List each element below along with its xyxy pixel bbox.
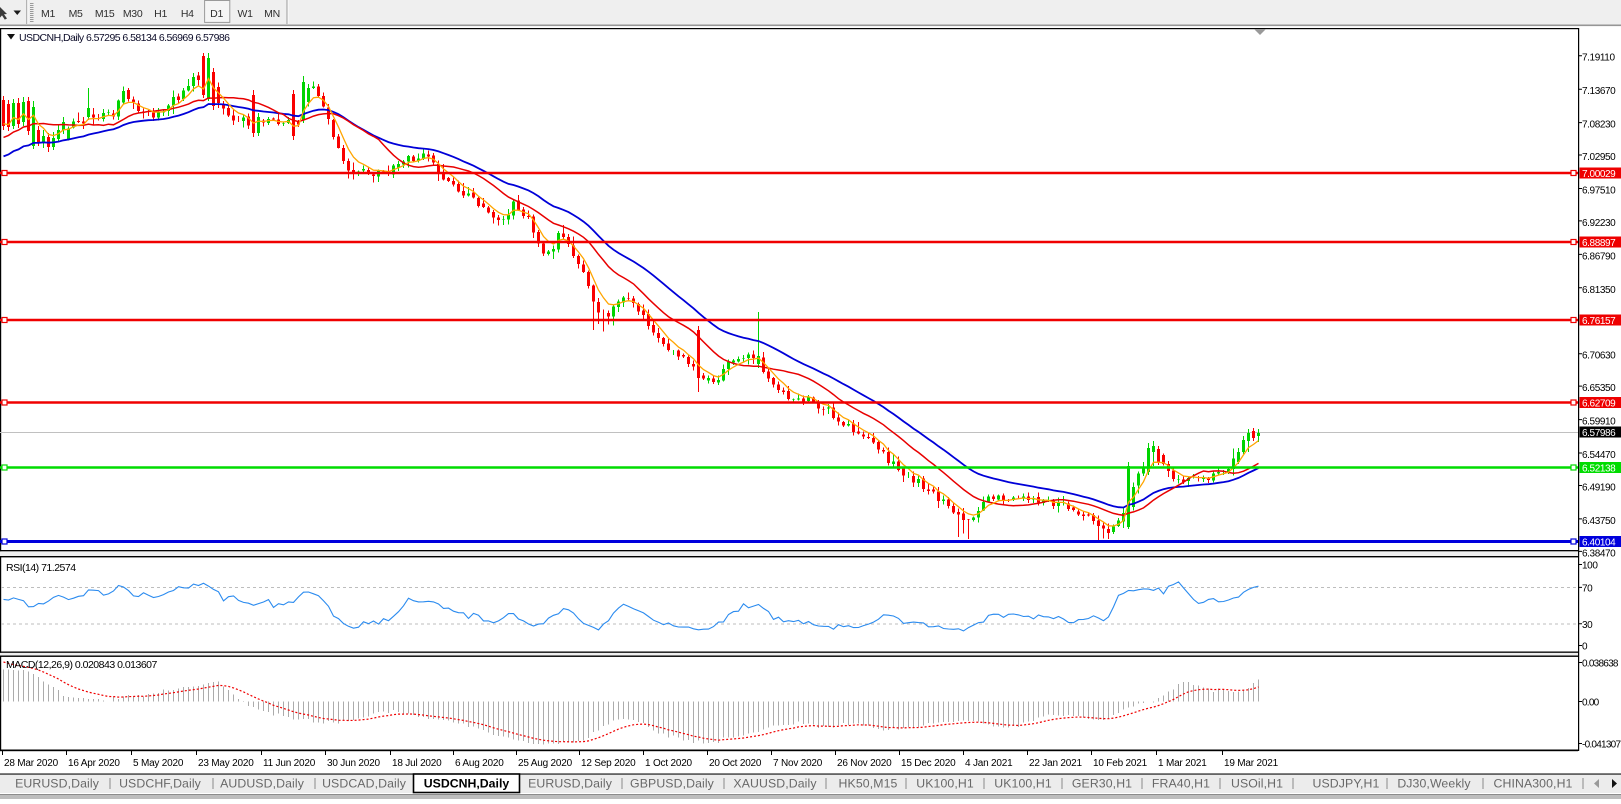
- svg-text:26 Nov 2020: 26 Nov 2020: [837, 758, 892, 769]
- svg-text:AUDUSD,Daily: AUDUSD,Daily: [220, 777, 305, 791]
- svg-text:USDCNH,Daily 6.57295 6.58134: USDCNH,Daily 6.57295 6.58134 6.56969 6.5…: [19, 32, 230, 44]
- svg-text:6.70630: 6.70630: [1582, 351, 1616, 362]
- svg-text:H1: H1: [154, 8, 167, 20]
- svg-text:0.00: 0.00: [1582, 698, 1600, 709]
- svg-text:4 Jan 2021: 4 Jan 2021: [965, 758, 1013, 769]
- svg-text:0.038638: 0.038638: [1582, 659, 1619, 670]
- svg-text:19 Mar 2021: 19 Mar 2021: [1224, 758, 1279, 769]
- svg-text:7.19110: 7.19110: [1582, 53, 1615, 64]
- svg-text:7.00029: 7.00029: [1582, 169, 1616, 180]
- svg-text:HK50,M15: HK50,M15: [839, 777, 898, 791]
- svg-text:FRA40,H1: FRA40,H1: [1152, 777, 1210, 791]
- svg-text:1 Oct 2020: 1 Oct 2020: [645, 758, 693, 769]
- svg-text:11 Jun 2020: 11 Jun 2020: [263, 758, 316, 769]
- svg-text:MACD(12,26,9) 0.020843 0.01360: MACD(12,26,9) 0.020843 0.013607: [6, 659, 158, 671]
- svg-text:6.88897: 6.88897: [1582, 238, 1616, 249]
- svg-text:7.08230: 7.08230: [1582, 120, 1616, 131]
- svg-text:UK100,H1: UK100,H1: [994, 777, 1052, 791]
- svg-text:70: 70: [1582, 584, 1593, 595]
- svg-text:6.59910: 6.59910: [1582, 417, 1616, 428]
- svg-text:MN: MN: [264, 8, 280, 20]
- svg-text:W1: W1: [238, 8, 254, 20]
- svg-text:DJ30,Weekly: DJ30,Weekly: [1397, 777, 1471, 791]
- svg-text:USDJPY,H1: USDJPY,H1: [1313, 777, 1380, 791]
- svg-text:GER30,H1: GER30,H1: [1072, 777, 1132, 791]
- svg-text:GBPUSD,Daily: GBPUSD,Daily: [630, 777, 715, 791]
- svg-text:22 Jan 2021: 22 Jan 2021: [1029, 758, 1082, 769]
- svg-text:6.86790: 6.86790: [1582, 251, 1616, 262]
- svg-text:USDCHF,Daily: USDCHF,Daily: [119, 777, 202, 791]
- svg-text:25 Aug 2020: 25 Aug 2020: [518, 758, 573, 769]
- svg-text:28 Mar 2020: 28 Mar 2020: [4, 758, 59, 769]
- svg-text:16 Apr 2020: 16 Apr 2020: [68, 758, 120, 769]
- svg-text:-0.041307: -0.041307: [1582, 740, 1621, 751]
- svg-text:15 Dec 2020: 15 Dec 2020: [901, 758, 956, 769]
- svg-text:5 May 2020: 5 May 2020: [133, 758, 184, 769]
- svg-text:18 Jul 2020: 18 Jul 2020: [392, 758, 442, 769]
- svg-text:6.40104: 6.40104: [1582, 538, 1616, 549]
- svg-text:7.13670: 7.13670: [1582, 86, 1616, 97]
- svg-text:M5: M5: [69, 8, 83, 20]
- svg-text:6.65350: 6.65350: [1582, 383, 1616, 394]
- svg-text:XAUUSD,Daily: XAUUSD,Daily: [733, 777, 817, 791]
- svg-text:20 Oct 2020: 20 Oct 2020: [709, 758, 762, 769]
- svg-text:23 May 2020: 23 May 2020: [198, 758, 254, 769]
- svg-text:30: 30: [1582, 620, 1593, 631]
- svg-text:0: 0: [1582, 642, 1588, 653]
- svg-text:6.49190: 6.49190: [1582, 483, 1616, 494]
- svg-text:6.81350: 6.81350: [1582, 285, 1616, 296]
- svg-text:100: 100: [1582, 561, 1598, 572]
- svg-text:M1: M1: [41, 8, 55, 20]
- svg-text:12 Sep 2020: 12 Sep 2020: [581, 758, 636, 769]
- svg-text:6.97510: 6.97510: [1582, 186, 1616, 197]
- svg-text:30 Jun 2020: 30 Jun 2020: [327, 758, 380, 769]
- svg-text:10 Feb 2021: 10 Feb 2021: [1093, 758, 1148, 769]
- svg-text:6.43750: 6.43750: [1582, 516, 1616, 527]
- svg-text:6.92230: 6.92230: [1582, 218, 1616, 229]
- svg-text:EURUSD,Daily: EURUSD,Daily: [15, 777, 100, 791]
- svg-text:7.02950: 7.02950: [1582, 152, 1616, 163]
- svg-text:H4: H4: [181, 8, 194, 20]
- svg-text:USDCNH,Daily: USDCNH,Daily: [424, 777, 510, 791]
- svg-text:USOil,H1: USOil,H1: [1231, 777, 1283, 791]
- svg-text:6.76157: 6.76157: [1582, 316, 1616, 327]
- svg-text:CHINA300,H1: CHINA300,H1: [1493, 777, 1572, 791]
- svg-text:UK100,H1: UK100,H1: [916, 777, 974, 791]
- svg-text:6.57986: 6.57986: [1582, 428, 1616, 439]
- svg-text:1 Mar 2021: 1 Mar 2021: [1158, 758, 1207, 769]
- svg-text:6.38470: 6.38470: [1582, 548, 1616, 559]
- svg-text:7 Nov 2020: 7 Nov 2020: [773, 758, 823, 769]
- svg-text:M15: M15: [95, 8, 115, 20]
- svg-text:M30: M30: [123, 8, 143, 20]
- svg-text:USDCAD,Daily: USDCAD,Daily: [322, 777, 407, 791]
- svg-text:6 Aug 2020: 6 Aug 2020: [455, 758, 504, 769]
- svg-text:6.62709: 6.62709: [1582, 399, 1616, 410]
- svg-text:EURUSD,Daily: EURUSD,Daily: [528, 777, 613, 791]
- svg-text:D1: D1: [210, 8, 223, 20]
- svg-text:6.52138: 6.52138: [1582, 464, 1616, 475]
- svg-text:6.54470: 6.54470: [1582, 450, 1616, 461]
- svg-text:RSI(14) 71.2574: RSI(14) 71.2574: [6, 562, 76, 574]
